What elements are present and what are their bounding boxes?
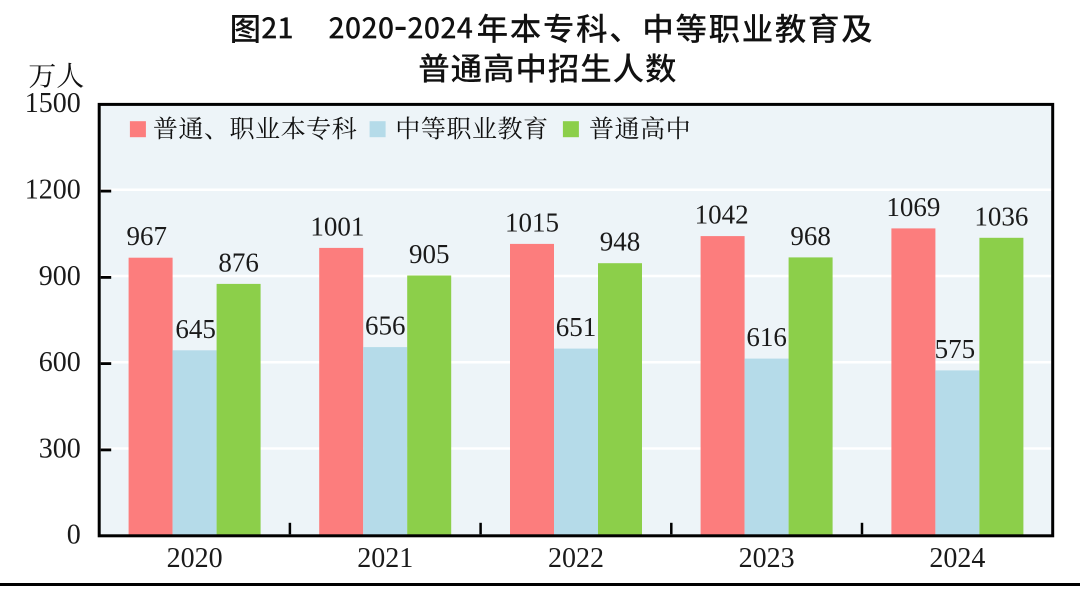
svg-text:2022: 2022 [548,543,604,574]
svg-text:645: 645 [175,314,216,344]
svg-text:600: 600 [39,347,81,378]
svg-text:967: 967 [127,221,168,251]
svg-text:900: 900 [39,261,81,292]
svg-text:300: 300 [39,433,81,464]
svg-text:616: 616 [746,322,787,352]
svg-text:1042: 1042 [695,200,749,230]
svg-text:0: 0 [67,520,81,551]
svg-text:2024: 2024 [929,543,985,574]
svg-text:1036: 1036 [974,201,1028,231]
svg-text:1500: 1500 [25,88,81,119]
svg-text:2021: 2021 [357,543,413,574]
svg-text:905: 905 [409,239,450,269]
svg-text:876: 876 [218,247,259,277]
svg-text:968: 968 [790,221,831,251]
svg-text:2023: 2023 [739,543,795,574]
svg-text:1015: 1015 [505,207,559,237]
svg-text:1001: 1001 [310,211,364,241]
svg-text:1200: 1200 [25,175,81,206]
svg-text:1069: 1069 [886,192,940,222]
svg-text:948: 948 [600,227,641,257]
svg-text:575: 575 [935,334,976,364]
svg-text:656: 656 [365,311,406,341]
svg-text:651: 651 [556,312,597,342]
svg-text:2020: 2020 [167,543,223,574]
